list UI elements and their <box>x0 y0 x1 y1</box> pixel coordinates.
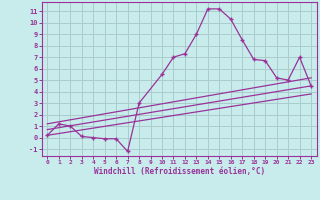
X-axis label: Windchill (Refroidissement éolien,°C): Windchill (Refroidissement éolien,°C) <box>94 167 265 176</box>
